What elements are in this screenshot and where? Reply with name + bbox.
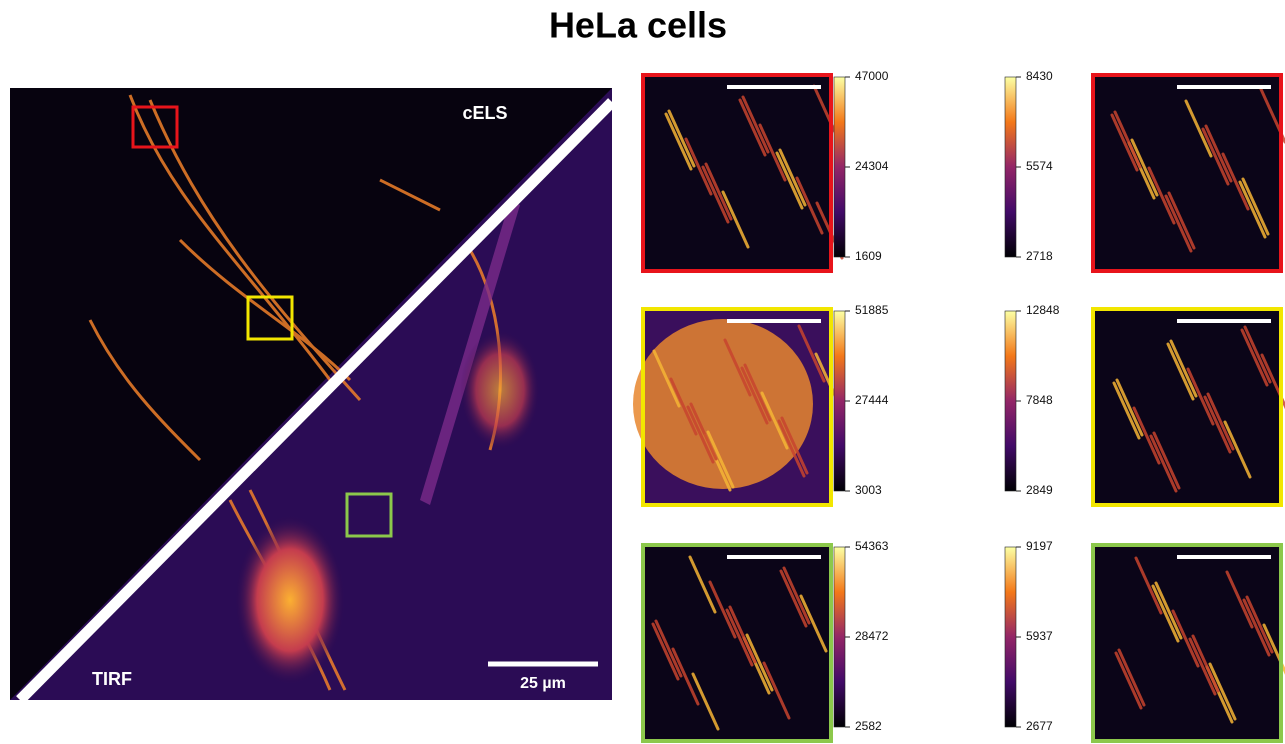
colorbar-label: 7848 [1026,393,1053,407]
colorbar-label: 51885 [855,303,889,317]
inset-image [633,309,841,505]
cels-label: cELS [462,103,507,123]
colorbar [834,547,845,727]
tirf-label: TIRF [92,669,132,689]
inset-image [643,75,842,271]
figure: HeLa cells cELS TIRF 25 µm 47000 24304 160… [0,0,1285,744]
inset-image [1093,545,1285,741]
inset-image [643,545,831,741]
main-image: cELS TIRF 25 µm [10,88,612,700]
colorbar-label: 54363 [855,539,889,553]
colorbar-label: 9197 [1026,539,1053,553]
colorbar-label: 1609 [855,249,882,263]
colorbar-label: 5574 [1026,159,1053,173]
colorbar-label: 2849 [1026,483,1053,497]
inset-background [1093,309,1281,505]
colorbar-label: 27444 [855,393,889,407]
colorbar-label: 12848 [1026,303,1060,317]
colorbar-label: 2677 [1026,719,1053,733]
colorbar [834,311,845,491]
figure-title: HeLa cells [549,5,727,46]
colorbar-label: 5937 [1026,629,1053,643]
scale-bar-label: 25 µm [520,675,566,692]
page: HeLa cells cELS TIRF 25 µm 47000 24304 160… [0,0,1285,744]
colorbar [1005,547,1016,727]
colorbar-label: 24304 [855,159,889,173]
colorbar-label: 47000 [855,69,889,83]
inset-image [1093,309,1285,505]
inset-background [643,545,831,741]
colorbar-label: 28472 [855,629,889,643]
colorbar-label: 3003 [855,483,882,497]
colorbar-label: 8430 [1026,69,1053,83]
colorbar [1005,77,1016,257]
colorbar-label: 2718 [1026,249,1053,263]
inset-image [1093,75,1285,271]
colorbar [1005,311,1016,491]
colorbar-label: 2582 [855,719,882,733]
colorbar [834,77,845,257]
inset-background [643,75,831,271]
